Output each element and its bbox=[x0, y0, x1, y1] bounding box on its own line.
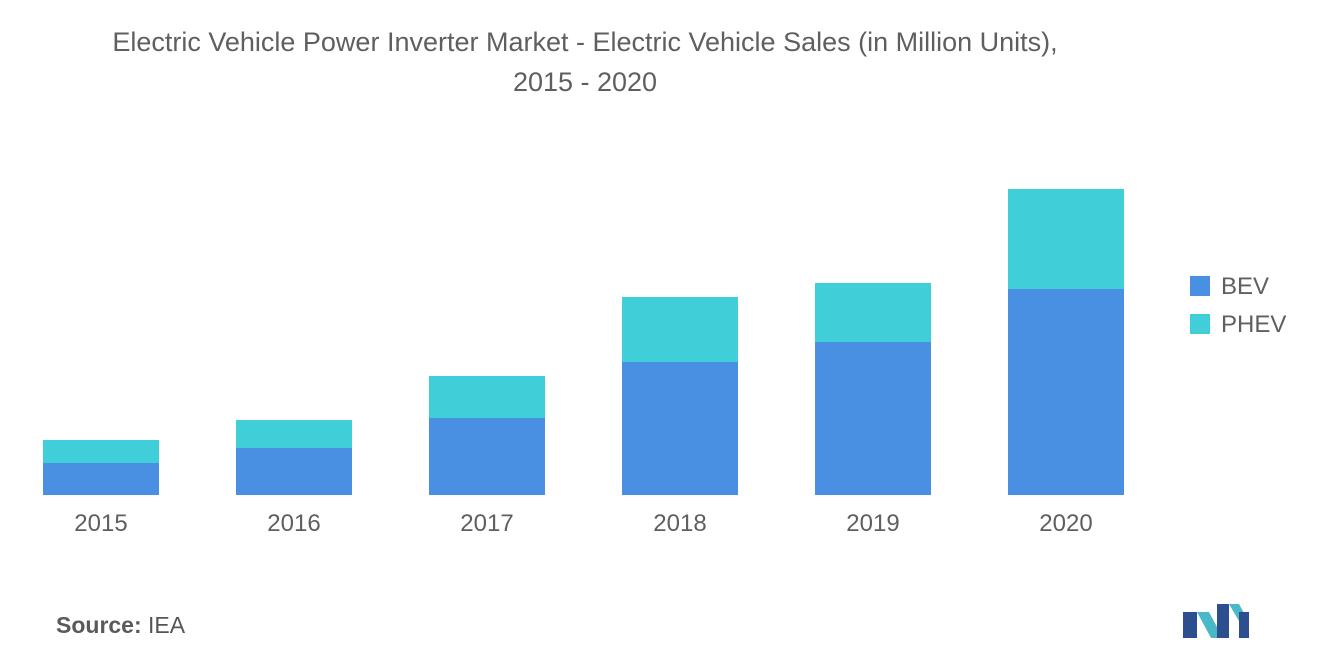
source-label: Source: bbox=[56, 612, 142, 638]
x-tick-label: 2016 bbox=[267, 510, 320, 537]
x-tick-label: 2018 bbox=[653, 510, 706, 537]
x-tick-label: 2015 bbox=[74, 510, 127, 537]
chart-title: Electric Vehicle Power Inverter Market -… bbox=[0, 22, 1170, 102]
bar-bev-2018 bbox=[622, 362, 738, 495]
bar-bev-2019 bbox=[815, 342, 931, 495]
chart-title-line2: 2015 - 2020 bbox=[512, 67, 658, 97]
bar-phev-2019 bbox=[815, 283, 931, 342]
bar-bev-2016 bbox=[236, 448, 352, 495]
legend-label-bev: BEV bbox=[1221, 273, 1269, 300]
bar-phev-2020 bbox=[1008, 189, 1124, 289]
legend-swatch-phev bbox=[1190, 314, 1210, 334]
bar-bev-2020 bbox=[1008, 289, 1124, 495]
bar-phev-2018 bbox=[622, 297, 738, 362]
chart-title-line1: Electric Vehicle Power Inverter Market -… bbox=[112, 27, 1058, 57]
brand-logo-icon bbox=[1183, 604, 1249, 638]
bar-bev-2017 bbox=[429, 418, 545, 495]
x-tick-label: 2019 bbox=[846, 510, 899, 537]
bar-phev-2017 bbox=[429, 376, 545, 418]
bar-bev-2015 bbox=[43, 463, 159, 495]
x-tick-label: 2020 bbox=[1039, 510, 1092, 537]
source-value: IEA bbox=[148, 612, 186, 638]
bar-phev-2015 bbox=[43, 440, 159, 463]
legend-swatch-bev bbox=[1190, 276, 1210, 296]
bar-phev-2016 bbox=[236, 420, 352, 448]
x-tick-label: 2017 bbox=[460, 510, 513, 537]
legend-label-phev: PHEV bbox=[1221, 311, 1286, 338]
source-note: Source: IEA bbox=[56, 612, 185, 639]
